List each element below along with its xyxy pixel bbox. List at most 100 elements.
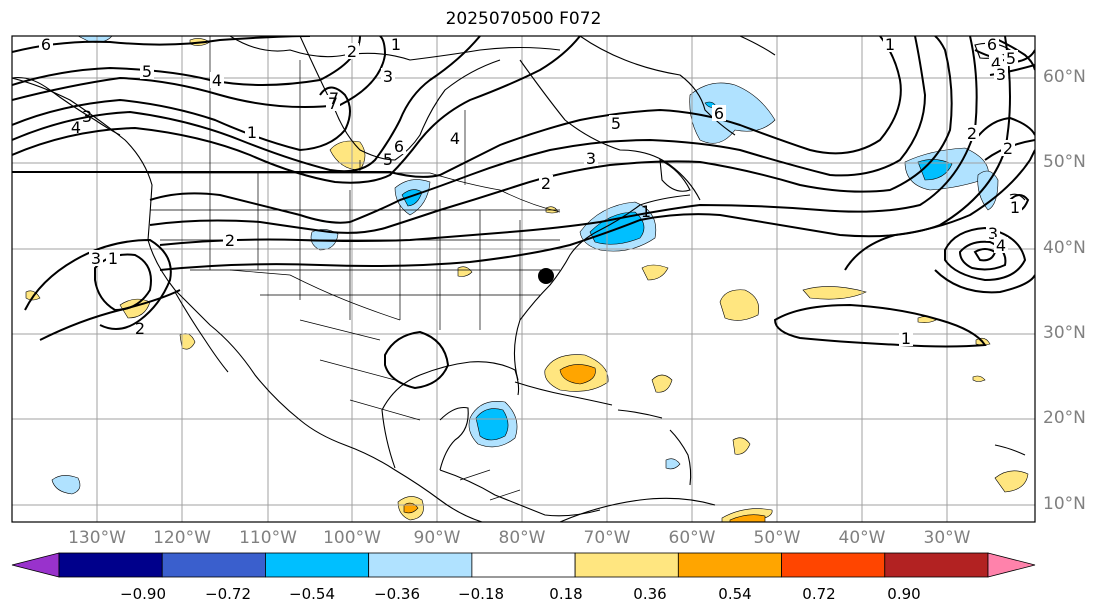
border-us-mexico (229, 269, 401, 321)
lon-label: 90°W (413, 528, 461, 548)
contour-label: 2 (1003, 139, 1013, 158)
lon-label: 120°W (153, 528, 211, 548)
contour-label: 3 (988, 224, 998, 243)
colorbar-tick-label: 0.36 (633, 585, 667, 603)
contour-label: 4 (71, 118, 81, 137)
colorbar-segment (781, 552, 886, 578)
neg-anomaly-labrador (689, 82, 776, 144)
border-us-canada (148, 172, 561, 213)
contour-label: 5 (383, 150, 393, 169)
contour-i (149, 36, 953, 234)
border-canada-provinces (209, 36, 466, 185)
contour-v (934, 269, 1035, 294)
colorbar-segment (471, 552, 576, 578)
colorbar-extend-high (987, 552, 1036, 578)
map-frame-bg (12, 36, 1035, 522)
contour-label: 2 (541, 174, 551, 193)
colorbar-tick-label: −0.18 (458, 585, 504, 603)
map-frame (11, 35, 1036, 523)
border-central-am (459, 469, 521, 501)
coast-baja (174, 291, 229, 373)
contour-n (94, 253, 152, 312)
colorbar-tick-label: −0.72 (205, 585, 251, 603)
lat-label: 60°N (1043, 67, 1086, 87)
coast-west (12, 77, 483, 522)
contours (12, 36, 1035, 390)
colorbar-segment (58, 552, 163, 578)
contour-labels: 6 5 4 1 2 1 3 4 5 6 7 3 2 1 2 6 5 4 3 7 … (39, 35, 1022, 348)
contour-label: 4 (212, 71, 222, 90)
pos-anomaly-atl1 (719, 289, 759, 321)
colorbar-segment (884, 552, 989, 578)
pos-anomaly-atl2 (802, 286, 867, 300)
contour-e (12, 36, 481, 173)
colorbar-segment (677, 552, 782, 578)
lon-label: 40°W (838, 528, 886, 548)
coast-arctic (229, 36, 561, 61)
contour-label: 1 (391, 35, 401, 54)
lon-label: 130°W (68, 528, 126, 548)
contour-label: 4 (991, 54, 1001, 73)
contour-label: 6 (987, 35, 997, 54)
contour-r (944, 226, 1027, 282)
contour-label: 1 (885, 35, 895, 54)
contour-m (24, 238, 172, 330)
lon-label: 30°W (923, 528, 971, 548)
lon-label: 50°W (753, 528, 801, 548)
colorbar-tick-label: 0.54 (718, 585, 752, 603)
contour-w (974, 116, 1035, 141)
coast-lesser-antilles (669, 429, 692, 486)
contour-q (773, 303, 987, 348)
contour-h (149, 36, 927, 224)
lon-label: 80°W (498, 528, 546, 548)
colorbar-tick-label: 0.90 (887, 585, 921, 603)
lat-label: 30°N (1043, 323, 1086, 343)
contour-label: 2 (347, 42, 357, 61)
colorbar-tick-label: −0.90 (120, 585, 166, 603)
contour-aa (989, 64, 1035, 76)
colorbar-segment (368, 552, 473, 578)
pos-anomaly-misc1 (732, 437, 751, 455)
contour-label: 4 (996, 236, 1006, 255)
lon-label: 100°W (323, 528, 381, 548)
neg-anomaly-pacific (51, 475, 81, 495)
contour-label: 3 (82, 107, 92, 126)
pos-anomaly-pac-south-core (403, 502, 419, 514)
contour-g (12, 36, 902, 178)
colorbar-tick-label: −0.54 (289, 585, 335, 603)
pos-anomaly-bahamas-core (559, 364, 596, 385)
lon-label: 60°W (668, 528, 716, 548)
colorbar-segment (574, 552, 679, 578)
colorbar-tick-label: 0.72 (802, 585, 836, 603)
coast-south-am (559, 497, 716, 522)
lat-label: 10°N (1043, 494, 1086, 514)
contour-label: 3 (586, 149, 596, 168)
contour-label: 6 (41, 35, 51, 54)
colorbar-tick-label: −0.36 (374, 585, 420, 603)
contour-label: 7 (329, 89, 339, 108)
pos-anomaly-misc6 (457, 266, 473, 277)
contour-label: 5 (1006, 49, 1016, 68)
pos-anomaly-atl3 (641, 264, 669, 281)
map-title: 2025070500 F072 (445, 9, 602, 29)
colorbar-segment (265, 552, 370, 578)
coast-newfoundland (659, 159, 691, 192)
coast-central-am (439, 469, 601, 517)
contour-label: 1 (901, 329, 911, 348)
pos-anomaly-misc2 (651, 374, 673, 393)
pos-anomaly-misc8 (972, 375, 986, 382)
contour-a (12, 36, 311, 53)
contour-l (844, 149, 1035, 271)
neg-anomaly-gulf-core (475, 408, 509, 441)
contour-k (159, 36, 1011, 271)
contour-label: 2 (967, 124, 977, 143)
pos-anomaly-east (994, 470, 1029, 493)
lon-label: 70°W (583, 528, 631, 548)
lat-label: 50°N (1043, 152, 1086, 172)
neg-anomaly-caribbean (665, 458, 681, 470)
coast-yucatan (439, 406, 469, 471)
colorbar (11, 552, 1036, 578)
contour-s (958, 240, 1007, 271)
contour-label: 5 (142, 62, 152, 81)
